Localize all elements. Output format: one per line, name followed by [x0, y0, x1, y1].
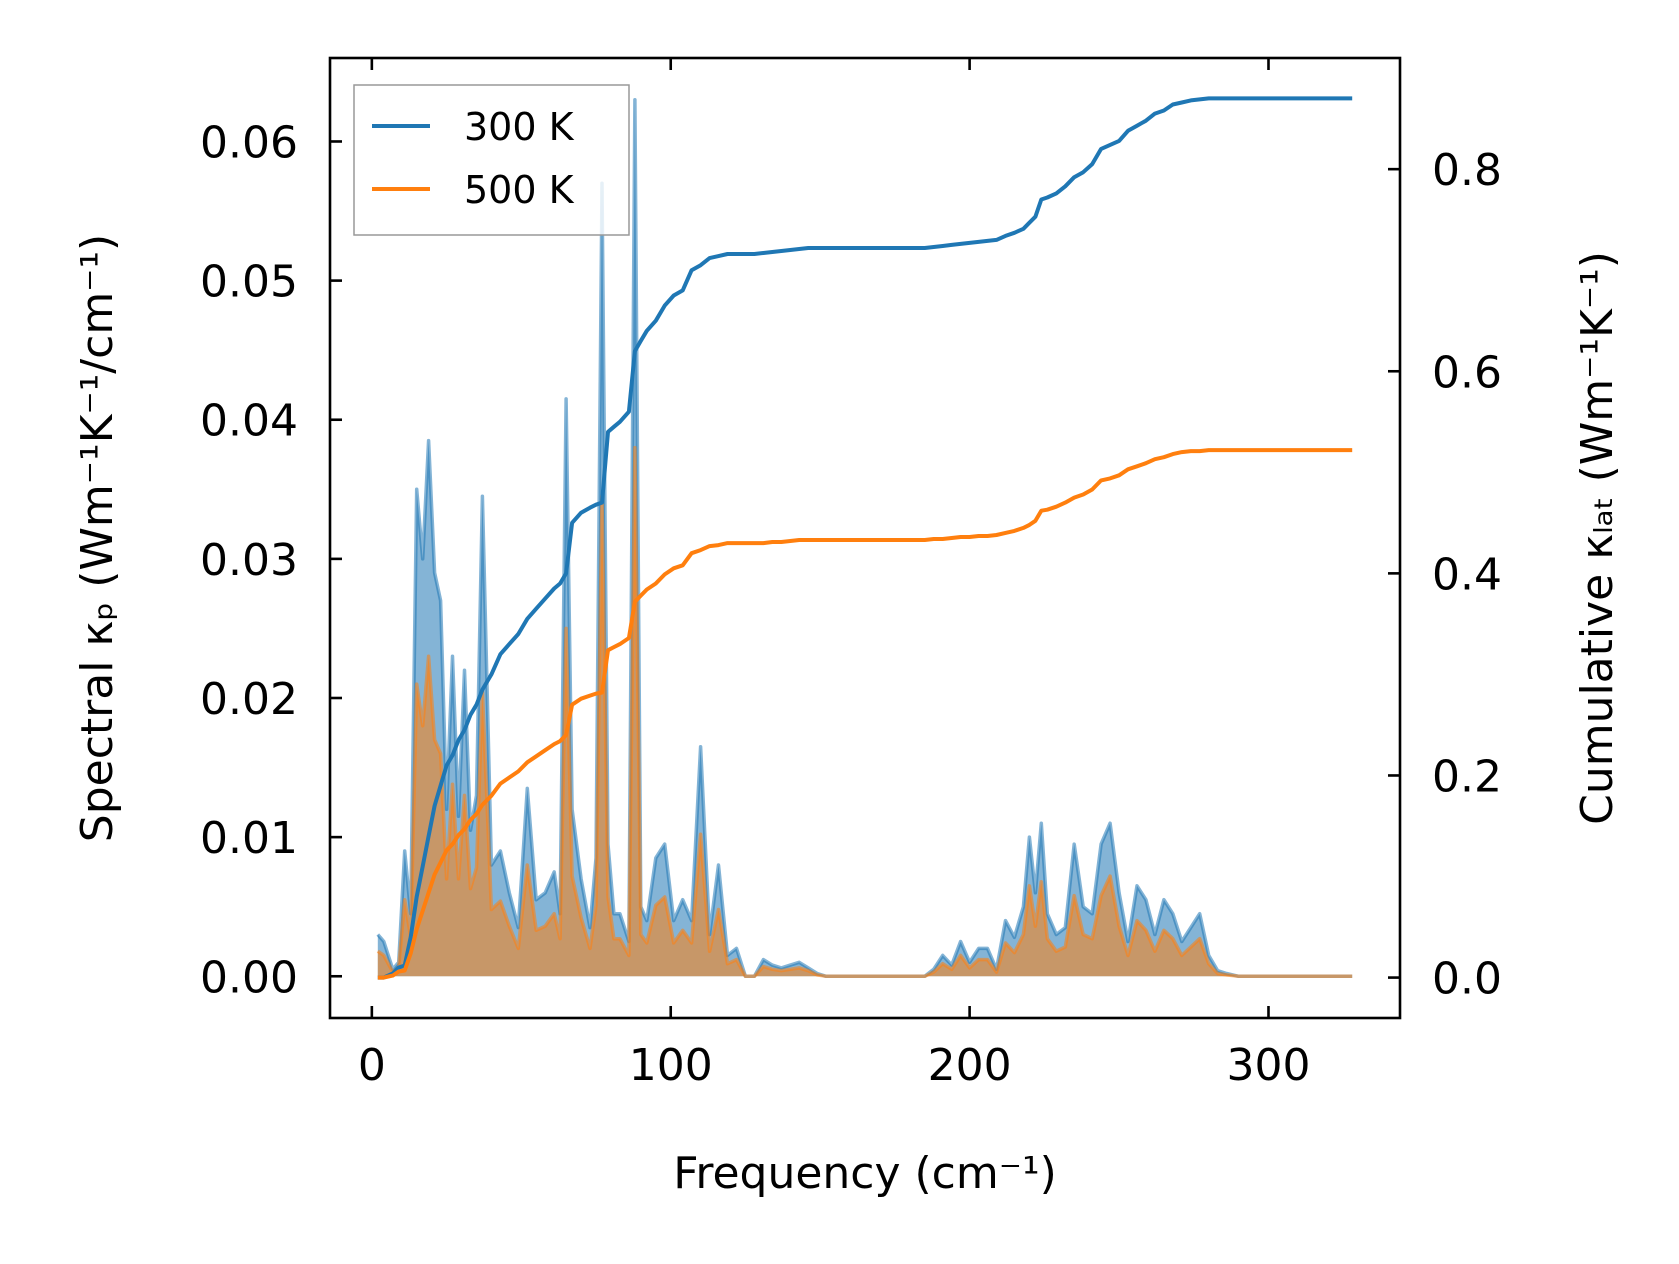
y-tick-label-right: 0.0 [1432, 954, 1502, 1005]
x-tick-label: 300 [1226, 1040, 1310, 1091]
y-tick-label-left: 0.00 [200, 952, 298, 1003]
x-axis-title: Frequency (cm⁻¹) [673, 1148, 1057, 1199]
spectral-edge-300k [376, 97, 1353, 979]
plot-frame [328, 56, 1402, 1020]
spectral-edge-500k [376, 445, 1353, 979]
cumulative-lines [377, 96, 1353, 980]
legend: 300 K 500 K [353, 84, 630, 236]
cumulative-line-500k [377, 448, 1353, 980]
y-tick-label-right: 0.2 [1432, 751, 1502, 802]
axis-ticks: 0 100 200 300 0.00 0.01 0.02 0.03 0.04 0.05 0.06 0.… [200, 58, 1502, 1091]
y-axis-title-left: Spectral κₚ (Wm⁻¹K⁻¹/cm⁻¹) [72, 234, 123, 842]
x-tick-label: 200 [928, 1040, 1012, 1091]
y-tick-label-left: 0.05 [200, 257, 298, 308]
y-tick-label-left: 0.04 [200, 396, 298, 447]
spectral-areas [376, 97, 1353, 979]
y-tick-label-left: 0.01 [200, 813, 298, 864]
cumulative-line-300k [377, 96, 1353, 980]
y-tick-label-right: 0.6 [1432, 347, 1502, 398]
y-tick-label-left: 0.02 [200, 674, 298, 725]
y-tick-label-right: 0.8 [1432, 145, 1502, 196]
legend-label-300k: 300 K [464, 105, 575, 149]
x-tick-label: 0 [358, 1040, 386, 1091]
y-tick-label-left: 0.03 [200, 535, 298, 586]
x-tick-label: 100 [629, 1040, 713, 1091]
y-tick-label-left: 0.06 [200, 117, 298, 168]
legend-box [353, 84, 630, 236]
spectral-area-500k [377, 447, 1353, 977]
legend-label-500k: 500 K [464, 168, 575, 212]
y-tick-label-right: 0.4 [1432, 549, 1502, 600]
y-axis-title-right: Cumulative κₗₐₜ (Wm⁻¹K⁻¹) [1572, 251, 1623, 825]
